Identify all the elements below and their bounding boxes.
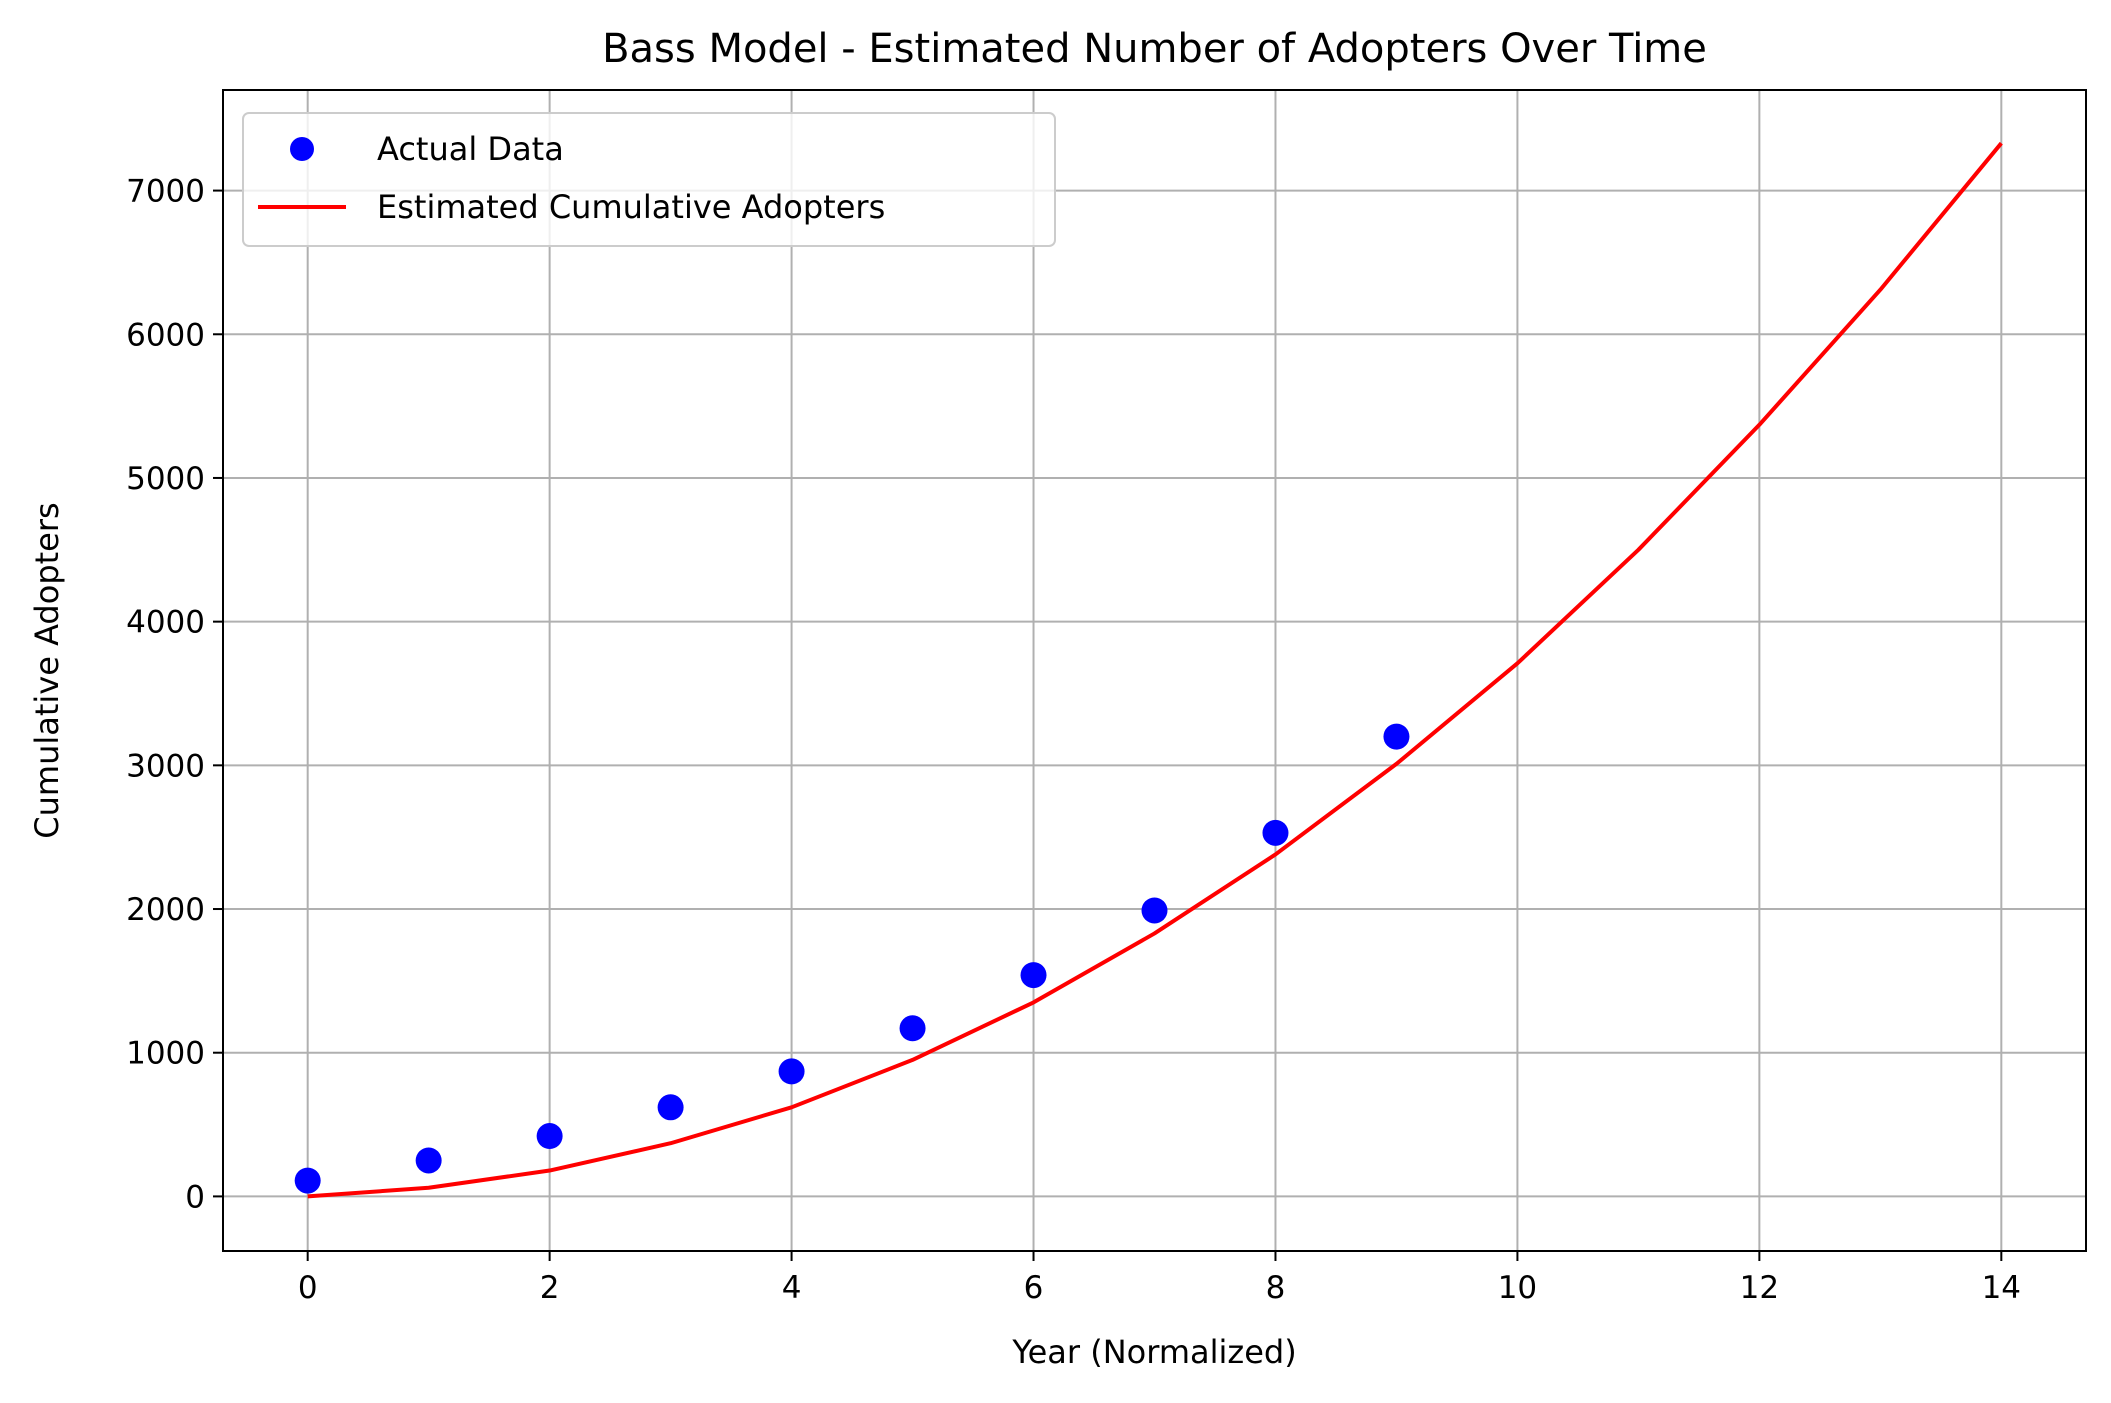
actual-data-point bbox=[1262, 819, 1289, 846]
actual-data-point bbox=[1383, 723, 1410, 750]
plot-frame bbox=[222, 89, 2087, 1252]
actual-data-point bbox=[415, 1147, 442, 1174]
x-tick-label: 12 bbox=[1740, 1270, 1779, 1306]
y-tick-label: 1000 bbox=[126, 1036, 205, 1072]
legend-box bbox=[242, 112, 1056, 247]
x-tick-label: 4 bbox=[782, 1270, 802, 1306]
actual-data-point bbox=[657, 1094, 684, 1121]
series-layer bbox=[294, 141, 2003, 1199]
y-tick-label: 4000 bbox=[126, 605, 205, 641]
x-tick-label: 8 bbox=[1266, 1270, 1286, 1306]
actual-data-point bbox=[294, 1167, 321, 1194]
estimated-cumulative-adopters-line bbox=[307, 141, 2003, 1199]
y-axis-label: Cumulative Adopters bbox=[28, 502, 66, 838]
chart-title: Bass Model - Estimated Number of Adopter… bbox=[602, 26, 1707, 72]
x-tick-label: 0 bbox=[298, 1270, 318, 1306]
x-tick-label: 10 bbox=[1498, 1270, 1537, 1306]
ticks: 0 2 4 6 8 10 12 14 0 1000 2000 3000 4000 5000 6000 7000 bbox=[126, 174, 2021, 1306]
legend: Actual Data Estimated Cumulative Adopter… bbox=[242, 112, 1056, 247]
actual-data-point bbox=[899, 1015, 926, 1042]
actual-data-point bbox=[1020, 962, 1047, 989]
y-tick-label: 2000 bbox=[126, 892, 205, 928]
legend-label-actual-data: Actual Data bbox=[377, 130, 564, 168]
x-tick-label: 14 bbox=[1982, 1270, 2021, 1306]
actual-data-point bbox=[536, 1123, 563, 1150]
y-tick-label: 3000 bbox=[126, 748, 205, 784]
legend-scatter-marker bbox=[290, 137, 314, 161]
y-tick-label: 7000 bbox=[126, 174, 205, 210]
legend-label-estimated-cumulative-adopters: Estimated Cumulative Adopters bbox=[377, 188, 885, 226]
y-tick-label: 0 bbox=[185, 1179, 205, 1215]
y-tick-label: 5000 bbox=[126, 461, 205, 497]
x-tick-label: 6 bbox=[1024, 1270, 1044, 1306]
actual-data-point bbox=[778, 1058, 805, 1085]
y-tick-label: 6000 bbox=[126, 317, 205, 353]
x-tick-label: 2 bbox=[540, 1270, 560, 1306]
x-axis-label: Year (Normalized) bbox=[1011, 1333, 1296, 1371]
actual-data-point bbox=[1141, 897, 1168, 924]
